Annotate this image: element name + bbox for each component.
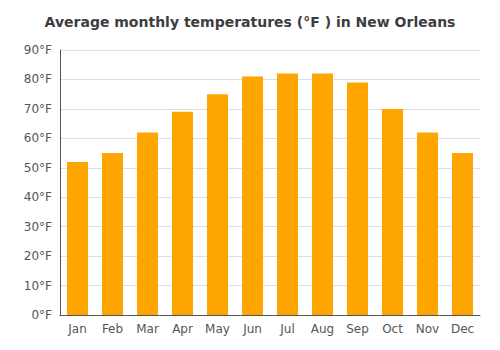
- svg-text:30°F: 30°F: [24, 220, 52, 234]
- svg-text:Mar: Mar: [136, 322, 159, 336]
- svg-text:Nov: Nov: [416, 322, 439, 336]
- svg-text:May: May: [205, 322, 230, 336]
- svg-text:Jun: Jun: [242, 322, 262, 336]
- svg-text:0°F: 0°F: [31, 308, 52, 322]
- svg-text:Dec: Dec: [451, 322, 474, 336]
- svg-text:Average monthly temperatures (: Average monthly temperatures (°F ) in Ne…: [45, 14, 456, 30]
- svg-text:80°F: 80°F: [24, 72, 52, 86]
- svg-text:Aug: Aug: [311, 322, 334, 336]
- svg-text:Jul: Jul: [279, 322, 294, 336]
- svg-text:90°F: 90°F: [24, 43, 52, 57]
- svg-text:Jan: Jan: [67, 322, 87, 336]
- svg-text:Sep: Sep: [346, 322, 369, 336]
- svg-text:50°F: 50°F: [24, 161, 52, 175]
- svg-text:20°F: 20°F: [24, 249, 52, 263]
- svg-text:Apr: Apr: [172, 322, 193, 336]
- svg-text:40°F: 40°F: [24, 190, 52, 204]
- svg-text:70°F: 70°F: [24, 102, 52, 116]
- svg-text:Feb: Feb: [102, 322, 123, 336]
- svg-text:10°F: 10°F: [24, 279, 52, 293]
- svg-text:Oct: Oct: [382, 322, 403, 336]
- svg-text:60°F: 60°F: [24, 131, 52, 145]
